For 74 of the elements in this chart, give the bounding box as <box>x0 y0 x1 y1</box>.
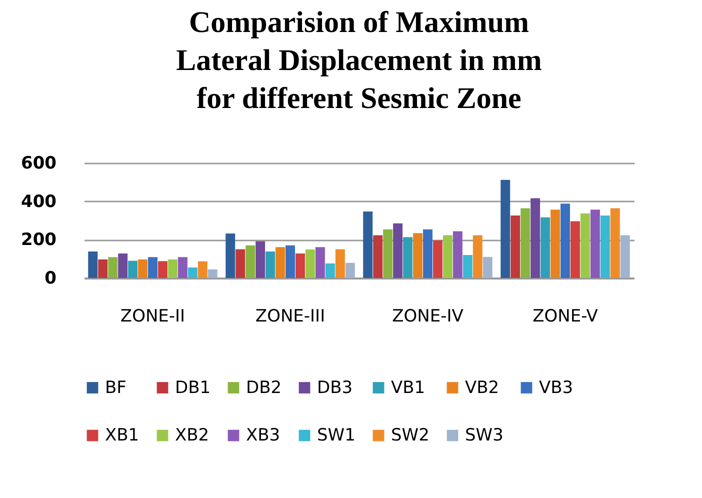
bar <box>520 208 530 278</box>
bar <box>256 241 266 278</box>
bar <box>345 262 355 278</box>
y-tick-label: 600 <box>21 154 57 174</box>
legend-label: SW3 <box>465 426 504 446</box>
legend-label: BF <box>105 378 126 398</box>
bar <box>98 259 108 278</box>
legend-label: VB1 <box>391 378 426 398</box>
bar <box>590 210 600 278</box>
legend-label: DB3 <box>317 378 353 398</box>
legend-label: VB3 <box>539 378 574 398</box>
x-tick-label: ZONE-IV <box>392 306 464 326</box>
bar <box>178 257 188 278</box>
bar <box>393 223 403 278</box>
x-tick-label: ZONE-III <box>255 306 326 326</box>
bar <box>286 245 295 278</box>
bar <box>88 252 98 278</box>
bar <box>482 256 492 278</box>
bar <box>295 253 305 278</box>
bar <box>510 216 520 278</box>
legend-label: XB1 <box>105 426 140 446</box>
y-tick-label: 0 <box>44 268 57 288</box>
bar <box>423 229 432 278</box>
x-tick-label: ZONE-V <box>532 306 598 326</box>
bar <box>500 180 510 278</box>
bar <box>550 210 560 278</box>
bar <box>610 208 620 278</box>
bar <box>266 252 276 278</box>
bar <box>403 237 413 278</box>
bar <box>462 255 472 278</box>
bar <box>472 235 482 278</box>
bar <box>432 240 442 278</box>
legend-label: XB2 <box>175 426 210 446</box>
bar <box>168 259 178 278</box>
bar <box>226 234 236 278</box>
x-tick-label: ZONE-II <box>120 306 186 326</box>
bar <box>128 260 138 278</box>
bar <box>383 229 393 278</box>
bar <box>335 249 345 278</box>
y-tick-label: 400 <box>21 192 57 212</box>
legend-label: DB2 <box>246 378 282 398</box>
bar <box>540 217 550 278</box>
bar <box>363 211 373 278</box>
bar <box>108 257 118 278</box>
legend-label: SW1 <box>317 426 356 446</box>
bar <box>236 249 246 278</box>
bar <box>148 257 158 278</box>
bar <box>325 263 335 278</box>
legend-label: VB2 <box>465 378 500 398</box>
bar <box>530 198 540 278</box>
bar <box>620 235 630 278</box>
bar <box>442 235 452 278</box>
legend-label: DB1 <box>175 378 211 398</box>
legend-label: SW2 <box>391 426 430 446</box>
bar <box>138 259 148 278</box>
bar <box>198 261 208 278</box>
bar <box>305 249 315 278</box>
bar <box>560 204 570 278</box>
bar <box>246 245 256 278</box>
bar <box>570 221 580 278</box>
bar <box>276 247 286 278</box>
bar <box>600 216 610 278</box>
bar <box>413 233 423 278</box>
bar <box>188 267 198 278</box>
bar <box>118 253 128 278</box>
legend-label: XB3 <box>246 426 280 446</box>
bar <box>373 235 383 278</box>
bar <box>452 231 462 278</box>
bar <box>158 261 168 278</box>
y-tick-label: 200 <box>21 230 57 250</box>
chart-title: Comparision of Maximum Lateral Displacement in mm for different Sesmic Zone <box>176 6 542 115</box>
bar <box>315 247 325 278</box>
bar <box>208 269 218 278</box>
bar <box>580 213 590 278</box>
